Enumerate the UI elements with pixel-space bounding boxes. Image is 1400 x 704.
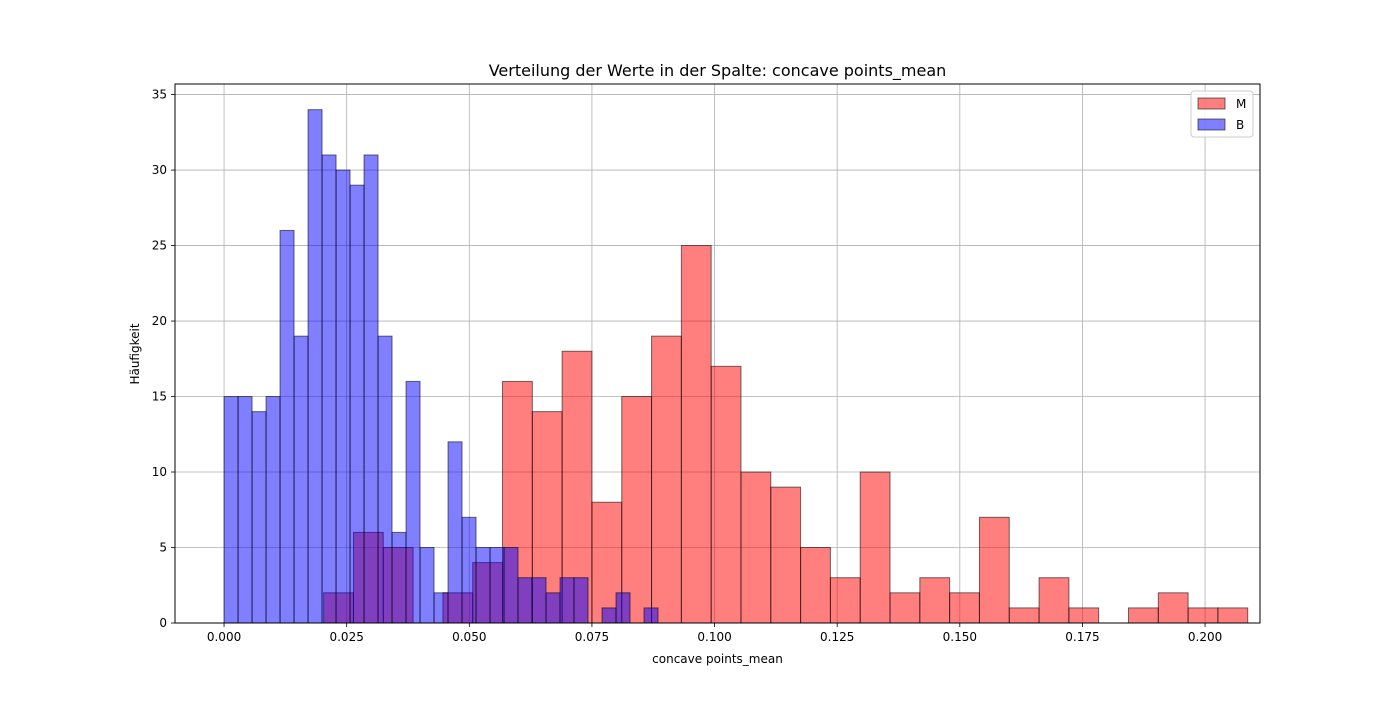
bar-b [251, 411, 267, 624]
y-tick-label: 0 [159, 616, 167, 630]
x-tick-label: 0.025 [329, 630, 363, 644]
bar-b [503, 547, 519, 624]
bar-b [433, 592, 449, 624]
x-tick-label: 0.125 [820, 630, 854, 644]
bar-b [237, 396, 253, 624]
ticks: 0.000 0.025 0.050 0.075 0.100 0.125 0.150 0.175… [152, 88, 1223, 644]
x-tick-label: 0.175 [1065, 630, 1099, 644]
bar-b [601, 607, 617, 624]
x-tick-label: 0.150 [943, 630, 977, 644]
bar-b [475, 547, 491, 624]
bar-b [265, 396, 281, 624]
bar-m [889, 592, 921, 624]
bar-b [517, 577, 533, 624]
legend-swatch-b [1197, 118, 1226, 131]
bar-b [615, 592, 631, 624]
chart-title: Verteilung der Werte in der Spalte: conc… [489, 61, 947, 81]
bar-m [859, 471, 891, 624]
bars [223, 109, 1249, 624]
y-tick-label: 20 [152, 314, 167, 328]
bar-b [349, 184, 365, 624]
bar-b [559, 577, 575, 624]
y-axis-label: Häufigkeit [128, 323, 142, 384]
legend-label-m: M [1236, 97, 1246, 111]
bar-m [710, 365, 742, 624]
bar-m [1217, 607, 1249, 624]
y-tick-label: 15 [152, 390, 167, 404]
bar-m [621, 396, 653, 624]
x-tick-label: 0.100 [697, 630, 731, 644]
bar-b [643, 607, 659, 624]
bar-m [919, 577, 951, 624]
bar-b [363, 154, 379, 624]
bar-m [829, 577, 861, 624]
x-tick-label: 0.200 [1188, 630, 1222, 644]
bar-b [279, 229, 295, 624]
y-tick-label: 5 [159, 541, 167, 555]
bar-m [1008, 607, 1040, 624]
bar-m [1068, 607, 1100, 624]
bar-m [1187, 607, 1219, 624]
bar-m [949, 592, 980, 624]
bar-m [1038, 577, 1070, 624]
bar-m [740, 471, 772, 624]
bar-b [293, 335, 309, 624]
bar-b [405, 380, 421, 624]
bar-b [223, 396, 239, 624]
bar-m [770, 486, 802, 624]
y-tick-label: 35 [152, 88, 167, 102]
bar-b [447, 441, 463, 624]
legend-swatch-m [1197, 97, 1226, 110]
bar-b [531, 577, 547, 624]
bar-b [489, 547, 505, 624]
y-tick-label: 25 [152, 239, 167, 253]
legend-label-b: B [1236, 118, 1244, 132]
x-tick-label: 0.000 [207, 630, 241, 644]
bar-m [1127, 607, 1159, 624]
bar-b [321, 154, 337, 624]
bar-b [419, 547, 435, 624]
bar-b [573, 577, 589, 624]
bar-b [307, 109, 323, 624]
bar-m [651, 335, 682, 624]
bar-b [391, 531, 407, 624]
bar-m [800, 547, 831, 624]
bar-b [335, 169, 351, 624]
plot-frame [174, 83, 1261, 624]
bar-b [377, 335, 393, 624]
bar-m [978, 516, 1010, 624]
y-tick-label: 10 [152, 465, 167, 479]
bar-b [461, 516, 477, 624]
x-axis-label: concave points_mean [652, 652, 783, 666]
legend: MB [1190, 90, 1254, 138]
bar-m [1157, 592, 1189, 624]
y-tick-label: 30 [152, 163, 167, 177]
x-tick-label: 0.050 [452, 630, 486, 644]
bar-m [680, 245, 712, 624]
x-tick-label: 0.075 [575, 630, 609, 644]
bar-b [545, 592, 561, 624]
